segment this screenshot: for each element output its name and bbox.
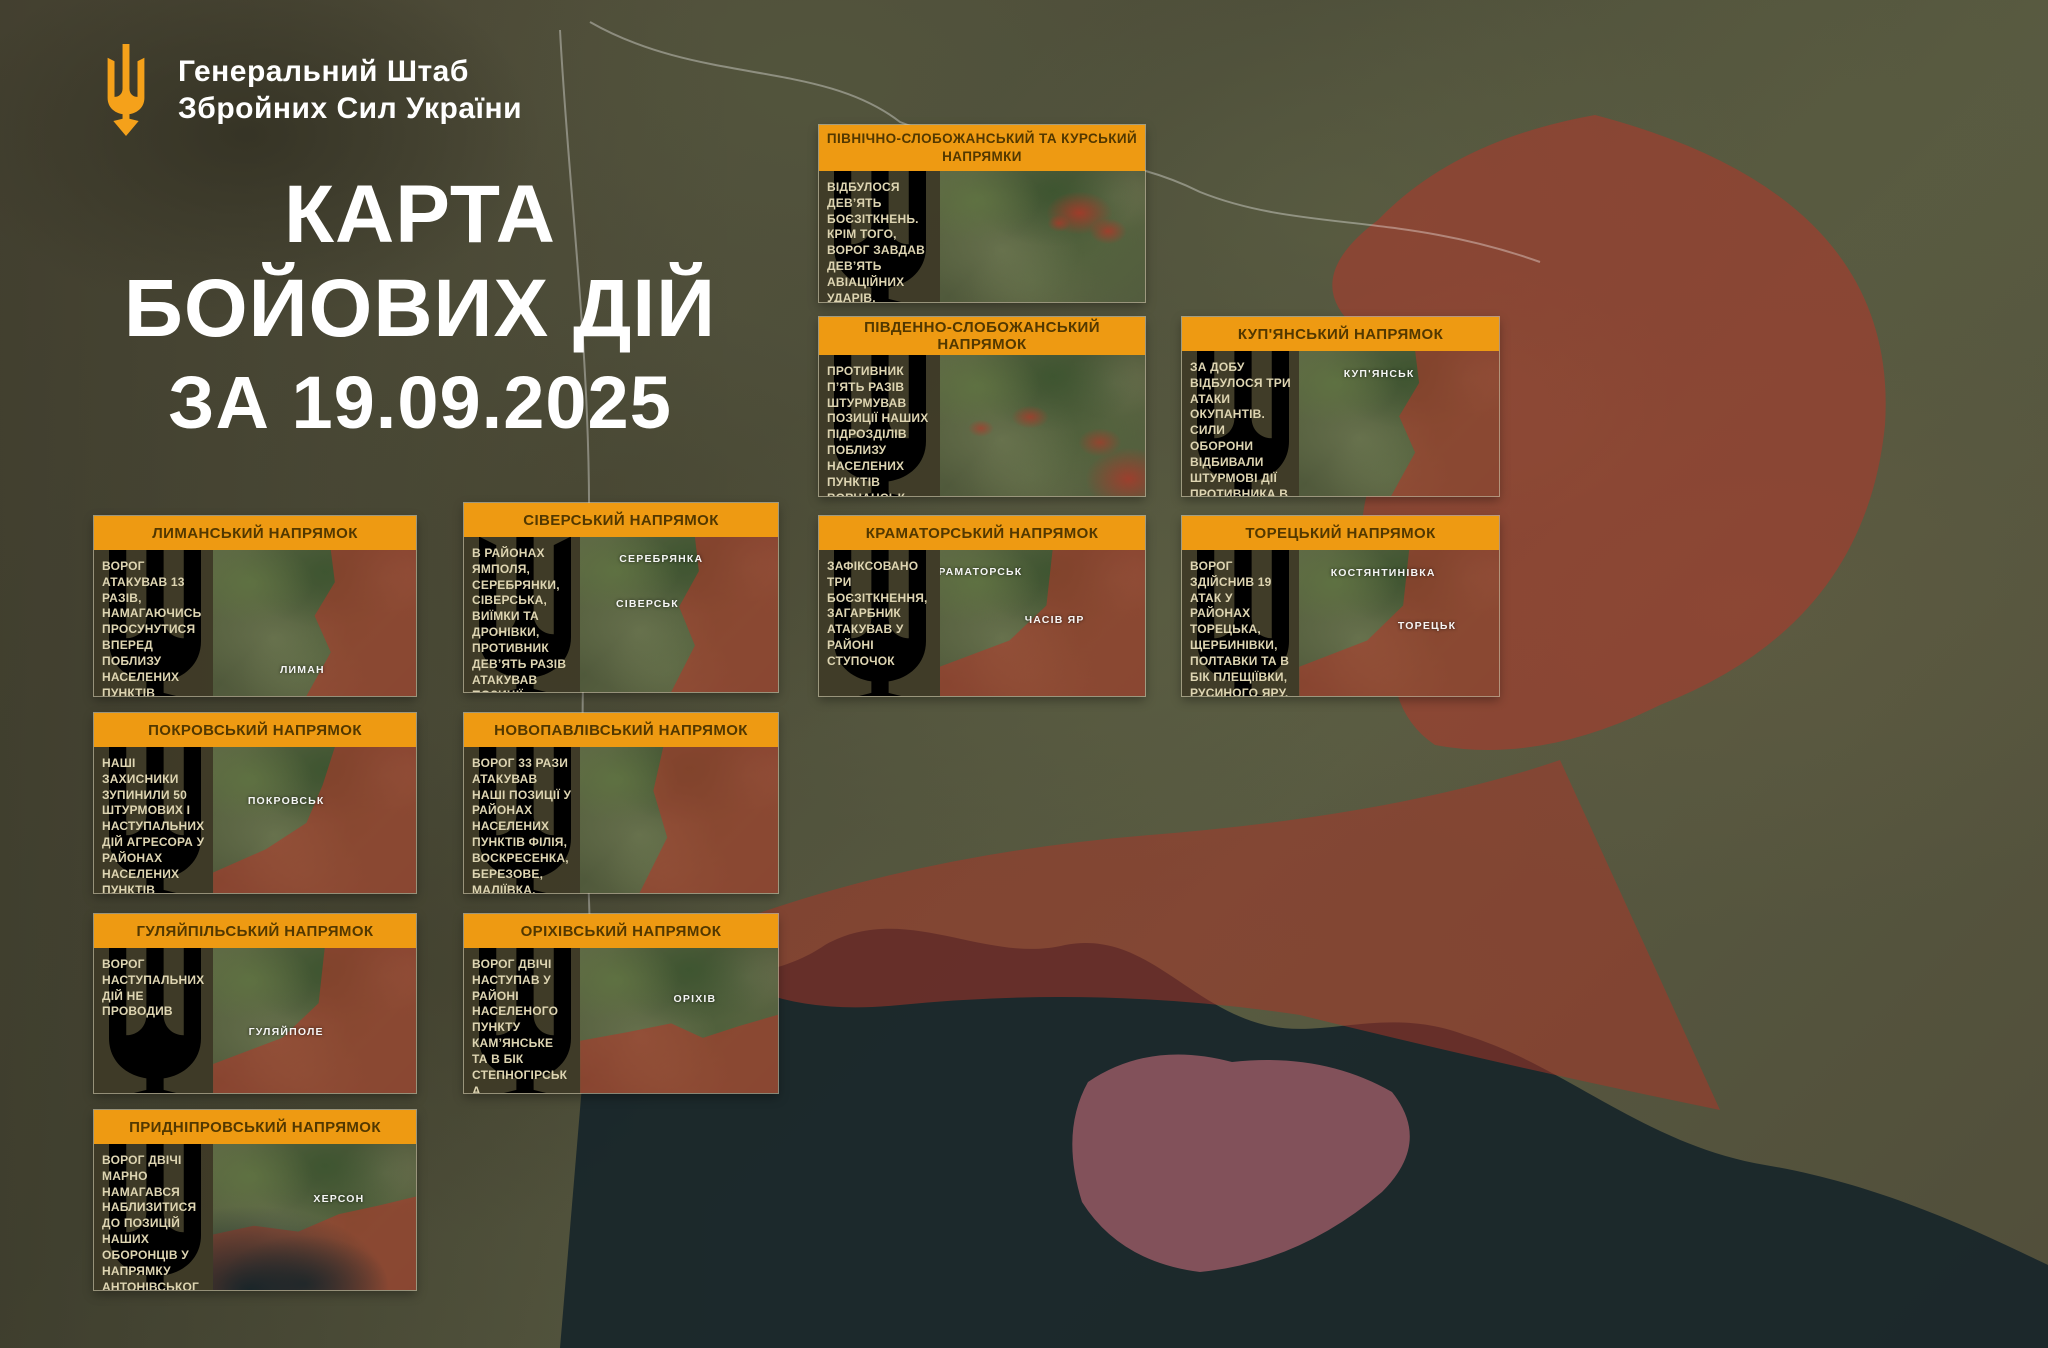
city-label: ОРІХІВ (673, 992, 717, 1005)
panel-prydniprovskyi: ПРИДНІПРОВСЬКИЙ НАПРЯМОК ВОРОГ ДВІЧІ МАР… (94, 1110, 416, 1290)
city-label: КРАМАТОРСЬК (939, 565, 1023, 578)
panel-summary: ВОРОГ НАСТУПАЛЬНИХ ДІЙ НЕ ПРОВОДИВ (102, 957, 205, 1019)
panel-title: ПОКРОВСЬКИЙ НАПРЯМОК (94, 713, 416, 747)
panel-map: ХЕРСОН (213, 1144, 416, 1290)
city-label: СЕРЕБРЯНКА (619, 552, 704, 565)
main-title-date: ЗА 19.09.2025 (168, 360, 672, 444)
panel-map (939, 355, 1145, 496)
panel-huliaipilskyi: ГУЛЯЙПІЛЬСЬКИЙ НАПРЯМОК ВОРОГ НАСТУПАЛЬН… (94, 914, 416, 1093)
panel-title: ТОРЕЦЬКИЙ НАПРЯМОК (1182, 516, 1499, 550)
panel-summary: ВОРОГ ЗДІЙСНИВ 19 АТАК У РАЙОНАХ ТОРЕЦЬК… (1190, 559, 1290, 696)
tryzub-logo-icon (96, 44, 156, 136)
panel-pivnichno-slobozhanskyi-kurskyi: ПІВНІЧНО-СЛОБОЖАНСЬКИЙ ТА КУРСЬКИЙ НАПРЯ… (819, 125, 1145, 302)
panel-map: ОРІХІВ (580, 948, 778, 1093)
main-title-line1: КАРТА (283, 169, 557, 260)
panel-text-column: ЗАФІКСОВАНО ТРИ БОЄЗІТКНЕННЯ, ЗАГАРБНИК … (819, 550, 940, 696)
panel-text-column: ВОРОГ АТАКУВАВ 13 РАЗІВ, НАМАГАЮЧИСЬ ПРО… (94, 550, 214, 696)
occupied-territory-south (700, 760, 1720, 1110)
panel-title: СІВЕРСЬКИЙ НАПРЯМОК (464, 503, 778, 537)
panel-text-column: ВОРОГ 33 РАЗИ АТАКУВАВ НАШІ ПОЗИЦІЇ У РА… (464, 747, 581, 893)
city-label: СІВЕРСЬК (615, 597, 679, 610)
city-label: ТОРЕЦЬК (1397, 619, 1457, 632)
panel-summary: В РАЙОНАХ ЯМПОЛЯ, СЕРЕБРЯНКИ, СІВЕРСЬКА,… (472, 546, 567, 692)
panel-kramatorskyi: КРАМАТОРСЬКИЙ НАПРЯМОК ЗАФІКСОВАНО ТРИ Б… (819, 516, 1145, 696)
panel-toretskyi: ТОРЕЦЬКИЙ НАПРЯМОК ВОРОГ ЗДІЙСНИВ 19 АТА… (1182, 516, 1499, 696)
panel-title: ПІВДЕННО-СЛОБОЖАНСЬКИЙ НАПРЯМОК (819, 317, 1145, 355)
panel-summary: ВОРОГ ДВІЧІ НАСТУПАВ У РАЙОНІ НАСЕЛЕНОГО… (472, 957, 568, 1093)
panel-text-column: ВОРОГ НАСТУПАЛЬНИХ ДІЙ НЕ ПРОВОДИВ (94, 948, 214, 1093)
panel-title: ГУЛЯЙПІЛЬСЬКИЙ НАПРЯМОК (94, 914, 416, 948)
panel-map: ГУЛЯЙПОЛЕ (213, 948, 416, 1093)
occupied-crimea (1072, 1054, 1410, 1272)
panel-map (939, 171, 1145, 302)
city-label: ПОКРОВСЬК (247, 795, 325, 808)
panel-summary: ПРОТИВНИК П’ЯТЬ РАЗІВ ШТУРМУВАВ ПОЗИЦІЇ … (827, 364, 929, 496)
panel-kupianskyi: КУП'ЯНСЬКИЙ НАПРЯМОК ЗА ДОБУ ВІДБУЛОСЯ Т… (1182, 317, 1499, 496)
city-label: ЛИМАН (279, 663, 325, 676)
city-label: КУП'ЯНСЬК (1343, 368, 1415, 381)
panel-orikhivskyi: ОРІХІВСЬКИЙ НАПРЯМОК ВОРОГ ДВІЧІ НАСТУПА… (464, 914, 778, 1093)
panel-map: КУП'ЯНСЬК (1299, 351, 1499, 496)
city-label: ЧАСІВ ЯР (1024, 614, 1085, 627)
panel-map: СІВЕРСЬК СЕРЕБРЯНКА (580, 537, 778, 692)
panel-text-column: ВОРОГ ЗДІЙСНИВ 19 АТАК У РАЙОНАХ ТОРЕЦЬК… (1182, 550, 1300, 696)
org-name: Генеральний Штаб Збройних Сил України (178, 53, 522, 128)
panel-pokrovskyi: ПОКРОВСЬКИЙ НАПРЯМОК НАШІ ЗАХИСНИКИ ЗУПИ… (94, 713, 416, 893)
panel-text-column: ВОРОГ ДВІЧІ МАРНО НАМАГАВСЯ НАБЛИЗИТИСЯ … (94, 1144, 214, 1290)
city-label: ГУЛЯЙПОЛЕ (248, 1026, 324, 1039)
panel-text-column: НАШІ ЗАХИСНИКИ ЗУПИНИЛИ 50 ШТУРМОВИХ І Н… (94, 747, 214, 893)
panel-lymanskyi: ЛИМАНСЬКИЙ НАПРЯМОК ВОРОГ АТАКУВАВ 13 РА… (94, 516, 416, 696)
panel-title: ЛИМАНСЬКИЙ НАПРЯМОК (94, 516, 416, 550)
panel-map: КРАМАТОРСЬК ЧАСІВ ЯР (939, 550, 1145, 696)
header-branding: Генеральний Штаб Збройних Сил України (96, 44, 522, 136)
panel-title: КУП'ЯНСЬКИЙ НАПРЯМОК (1182, 317, 1499, 351)
panel-title: ОРІХІВСЬКИЙ НАПРЯМОК (464, 914, 778, 948)
panel-title: ПІВНІЧНО-СЛОБОЖАНСЬКИЙ ТА КУРСЬКИЙ НАПРЯ… (819, 125, 1145, 171)
main-title-line2: БОЙОВИХ ДІЙ (123, 263, 717, 355)
panel-map: КОСТЯНТИНІВКА ТОРЕЦЬК (1299, 550, 1499, 696)
panel-summary: ЗА ДОБУ ВІДБУЛОСЯ ТРИ АТАКИ ОКУПАНТІВ. С… (1190, 360, 1291, 496)
panel-text-column: ПРОТИВНИК П’ЯТЬ РАЗІВ ШТУРМУВАВ ПОЗИЦІЇ … (819, 355, 940, 496)
panel-text-column: В РАЙОНАХ ЯМПОЛЯ, СЕРЕБРЯНКИ, СІВЕРСЬКА,… (464, 537, 581, 692)
panel-title: КРАМАТОРСЬКИЙ НАПРЯМОК (819, 516, 1145, 550)
panel-summary: ВОРОГ ДВІЧІ МАРНО НАМАГАВСЯ НАБЛИЗИТИСЯ … (102, 1153, 200, 1290)
panel-map: ПОКРОВСЬК (213, 747, 416, 893)
org-name-line1: Генеральний Штаб (178, 54, 469, 88)
panel-text-column: ВІДБУЛОСЯ ДЕВ’ЯТЬ БОЄЗІТКНЕНЬ. КРІМ ТОГО… (819, 171, 940, 302)
panel-text-column: ВОРОГ ДВІЧІ НАСТУПАВ У РАЙОНІ НАСЕЛЕНОГО… (464, 948, 581, 1093)
panel-pivdenno-slobozhanskyi: ПІВДЕННО-СЛОБОЖАНСЬКИЙ НАПРЯМОК ПРОТИВНИ… (819, 317, 1145, 496)
panel-novopavlivskyi: НОВОПАВЛІВСЬКИЙ НАПРЯМОК ВОРОГ 33 РАЗИ А… (464, 713, 778, 893)
panel-title: НОВОПАВЛІВСЬКИЙ НАПРЯМОК (464, 713, 778, 747)
panel-summary: ВОРОГ АТАКУВАВ 13 РАЗІВ, НАМАГАЮЧИСЬ ПРО… (102, 559, 202, 696)
panel-title: ПРИДНІПРОВСЬКИЙ НАПРЯМОК (94, 1110, 416, 1144)
panel-summary: ВОРОГ 33 РАЗИ АТАКУВАВ НАШІ ПОЗИЦІЇ У РА… (472, 756, 572, 893)
main-title: КАРТА БОЙОВИХ ДІЙ ЗА 19.09.2025 (70, 168, 770, 449)
panel-summary: НАШІ ЗАХИСНИКИ ЗУПИНИЛИ 50 ШТУРМОВИХ І Н… (102, 756, 205, 893)
org-name-line2: Збройних Сил України (178, 92, 523, 125)
panel-summary: ЗАФІКСОВАНО ТРИ БОЄЗІТКНЕННЯ, ЗАГАРБНИК … (827, 559, 928, 668)
panel-siverskyi: СІВЕРСЬКИЙ НАПРЯМОК В РАЙОНАХ ЯМПОЛЯ, СЕ… (464, 503, 778, 692)
panel-text-column: ЗА ДОБУ ВІДБУЛОСЯ ТРИ АТАКИ ОКУПАНТІВ. С… (1182, 351, 1300, 496)
panel-map (580, 747, 778, 893)
panel-summary: ВІДБУЛОСЯ ДЕВ’ЯТЬ БОЄЗІТКНЕНЬ. КРІМ ТОГО… (827, 180, 925, 302)
city-label: КОСТЯНТИНІВКА (1330, 567, 1436, 580)
panel-map: ЛИМАН (213, 550, 416, 696)
city-label: ХЕРСОН (313, 1193, 365, 1206)
